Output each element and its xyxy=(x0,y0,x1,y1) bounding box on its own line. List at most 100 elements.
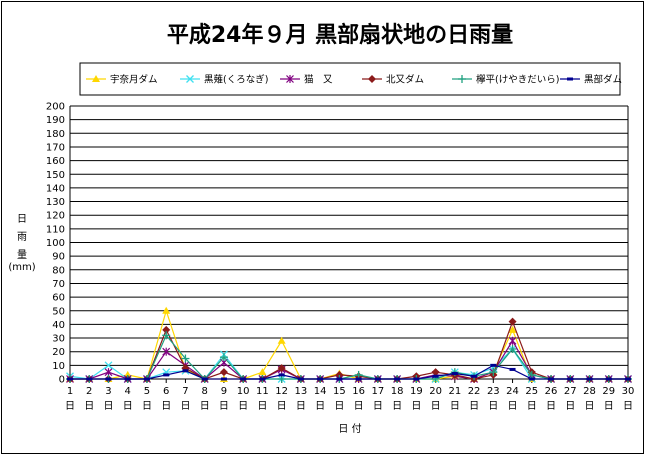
data-point xyxy=(297,377,304,381)
data-point xyxy=(335,370,344,379)
y-axis-label: 日雨量(mm) xyxy=(8,214,35,273)
x-tick-suffix: 日 xyxy=(180,401,190,412)
x-tick-label: 11 xyxy=(256,386,269,397)
legend-label: 黒部ダム xyxy=(584,74,622,86)
data-point xyxy=(431,368,440,377)
y-tick-label: 150 xyxy=(46,170,65,181)
legend-marker xyxy=(458,75,466,83)
data-point xyxy=(355,377,362,381)
x-tick-label: 22 xyxy=(468,386,481,397)
x-axis-label: 日 付 xyxy=(338,422,361,435)
y-tick-label: 20 xyxy=(52,347,65,358)
y-tick-label: 70 xyxy=(52,279,65,290)
y-tick-label: 40 xyxy=(52,320,65,331)
series-line xyxy=(70,334,628,380)
x-tick-suffix: 日 xyxy=(315,401,325,412)
x-tick-label: 30 xyxy=(622,386,635,397)
legend-item: 黒部ダム xyxy=(560,74,622,86)
x-tick-label: 24 xyxy=(506,386,519,397)
x-tick-label: 5 xyxy=(144,386,150,397)
series-line xyxy=(70,319,628,380)
legend-label: 黒薙(くろなぎ) xyxy=(204,74,268,86)
data-point xyxy=(605,377,612,381)
data-point xyxy=(508,336,517,345)
x-tick-label: 6 xyxy=(163,386,169,397)
y-tick-label: 10 xyxy=(52,361,65,372)
data-point xyxy=(259,377,266,381)
x-tick-label: 1 xyxy=(67,386,73,397)
x-tick-suffix: 日 xyxy=(546,401,556,412)
x-tick-suffix: 日 xyxy=(219,401,229,412)
y-axis-label-char: 雨 xyxy=(17,232,27,243)
x-tick-suffix: 日 xyxy=(527,401,537,412)
x-tick-label: 16 xyxy=(352,386,365,397)
chart-title: 平成24年９月 黒部扇状地の日雨量 xyxy=(167,22,513,48)
x-tick-suffix: 日 xyxy=(488,401,498,412)
x-tick-label: 21 xyxy=(448,386,461,397)
x-tick-label: 8 xyxy=(202,386,208,397)
x-tick-suffix: 日 xyxy=(392,401,402,412)
x-tick-suffix: 日 xyxy=(161,401,171,412)
y-axis-label-char: 日 xyxy=(17,214,27,225)
x-tick-label: 15 xyxy=(333,386,346,397)
data-point xyxy=(162,325,171,334)
data-point xyxy=(277,364,286,373)
x-tick-suffix: 日 xyxy=(334,401,344,412)
x-tick-suffix: 日 xyxy=(200,401,210,412)
y-tick-label: 130 xyxy=(46,197,65,208)
data-point xyxy=(586,377,593,381)
y-tick-label: 180 xyxy=(46,129,65,140)
x-tick-suffix: 日 xyxy=(508,401,518,412)
x-tick-label: 14 xyxy=(314,386,327,397)
x-tick-suffix: 日 xyxy=(84,401,94,412)
x-tick-suffix: 日 xyxy=(450,401,460,412)
legend-label: 宇奈月ダム xyxy=(110,74,158,86)
data-point xyxy=(508,344,517,353)
x-tick-label: 7 xyxy=(182,386,188,397)
y-axis-label-char: (mm) xyxy=(8,262,35,273)
y-axis-label-char: 量 xyxy=(17,249,27,261)
x-tick-label: 4 xyxy=(125,386,131,397)
data-point xyxy=(104,368,113,377)
legend-marker xyxy=(92,75,100,82)
x-tick-labels: 1日2日3日4日5日6日7日8日9日10日11日12日13日14日15日16日1… xyxy=(65,379,634,412)
x-tick-label: 26 xyxy=(545,386,558,397)
x-tick-suffix: 日 xyxy=(354,401,364,412)
data-point xyxy=(162,331,171,340)
x-tick-suffix: 日 xyxy=(604,401,614,412)
x-tick-label: 13 xyxy=(295,386,308,397)
data-point xyxy=(490,363,497,367)
data-point xyxy=(67,377,73,381)
y-tick-label: 170 xyxy=(46,142,65,153)
data-point xyxy=(394,377,401,381)
x-tick-label: 12 xyxy=(275,386,288,397)
x-tick-suffix: 日 xyxy=(277,401,287,412)
x-tick-suffix: 日 xyxy=(565,401,575,412)
y-tick-label: 190 xyxy=(46,115,65,126)
data-point xyxy=(336,377,343,381)
x-tick-suffix: 日 xyxy=(296,401,306,412)
legend-marker xyxy=(368,75,376,83)
data-point xyxy=(508,325,517,333)
legend-label: 北又ダム xyxy=(386,74,424,86)
x-tick-label: 28 xyxy=(583,386,596,397)
data-point xyxy=(432,374,439,378)
y-tick-label: 160 xyxy=(46,156,65,167)
y-tick-label: 120 xyxy=(46,211,65,222)
x-tick-suffix: 日 xyxy=(373,401,383,412)
data-point xyxy=(374,377,381,381)
x-tick-suffix: 日 xyxy=(623,401,633,412)
x-tick-label: 9 xyxy=(221,386,227,397)
data-point xyxy=(258,368,267,376)
x-tick-label: 25 xyxy=(525,386,538,397)
x-tick-suffix: 日 xyxy=(585,401,595,412)
series-6 xyxy=(67,363,631,381)
legend-box xyxy=(79,62,621,96)
data-point xyxy=(124,377,131,381)
data-point xyxy=(220,377,227,381)
data-point xyxy=(240,377,247,381)
y-tick-labels: 0 10 20 30 40 50 60 70 80 90 100 110 120 130 140 150 160… xyxy=(46,102,65,386)
legend-item: 欅平(けやきだいら) xyxy=(452,75,559,86)
